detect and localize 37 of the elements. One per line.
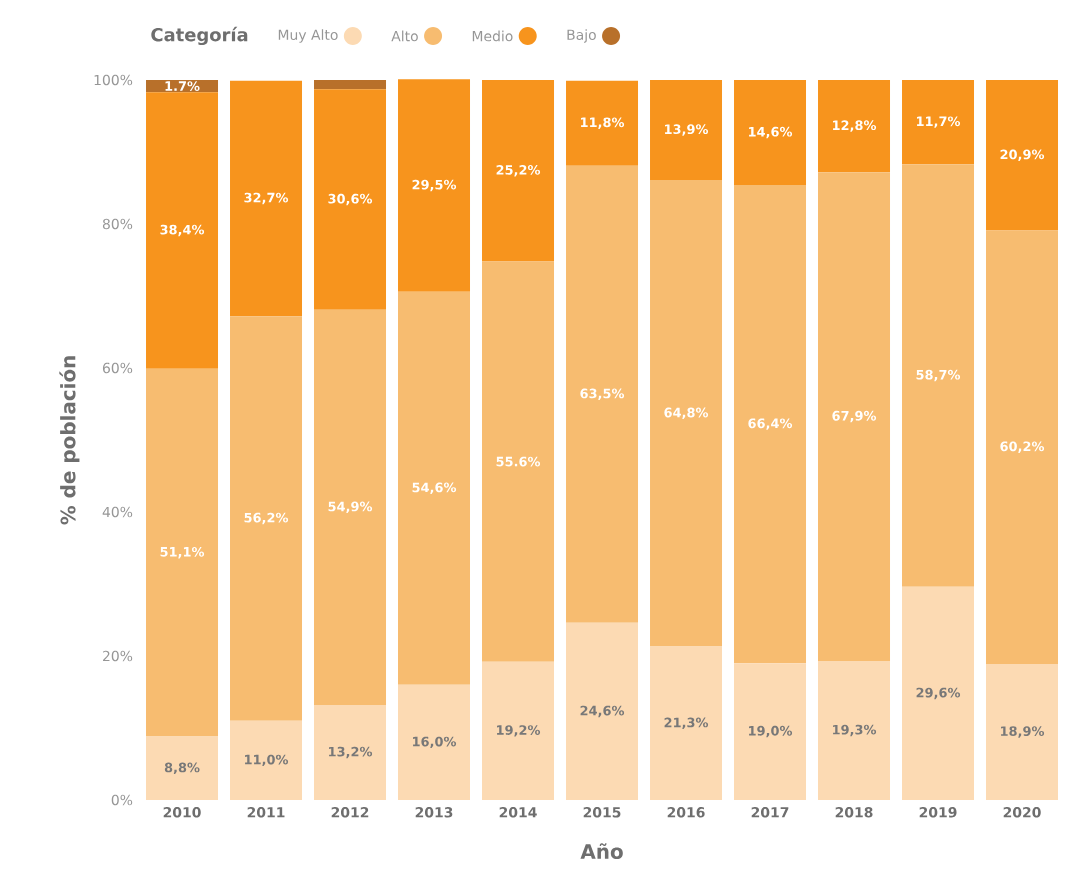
x-axis-title: Año xyxy=(580,843,623,860)
legend-title: Categoría xyxy=(151,26,248,46)
bar xyxy=(230,720,303,800)
bar xyxy=(146,92,219,369)
bar xyxy=(986,230,1059,664)
bar xyxy=(482,661,555,800)
bar xyxy=(566,622,639,800)
bar xyxy=(398,79,471,292)
bar xyxy=(314,309,387,705)
bar xyxy=(734,185,807,664)
bar xyxy=(230,80,303,317)
bar xyxy=(566,80,639,166)
bar xyxy=(146,736,219,800)
y-axis-title: % de población xyxy=(59,356,80,525)
bar xyxy=(146,368,219,737)
bar xyxy=(650,180,723,647)
bar xyxy=(986,79,1059,231)
bar xyxy=(818,172,891,662)
bar xyxy=(314,704,387,800)
bar xyxy=(314,79,387,90)
bar xyxy=(398,684,471,800)
bar xyxy=(734,663,807,800)
bar xyxy=(818,79,891,173)
bar xyxy=(314,89,387,310)
bar xyxy=(902,164,975,587)
bar xyxy=(482,79,555,262)
bar xyxy=(230,316,303,721)
bar xyxy=(902,586,975,800)
bar xyxy=(986,663,1059,800)
bar xyxy=(902,79,975,165)
bar xyxy=(650,646,723,800)
bar xyxy=(482,261,555,662)
bar xyxy=(398,291,471,685)
bar xyxy=(650,79,723,181)
bar xyxy=(734,79,807,186)
bar xyxy=(566,165,639,623)
bar xyxy=(818,661,891,800)
